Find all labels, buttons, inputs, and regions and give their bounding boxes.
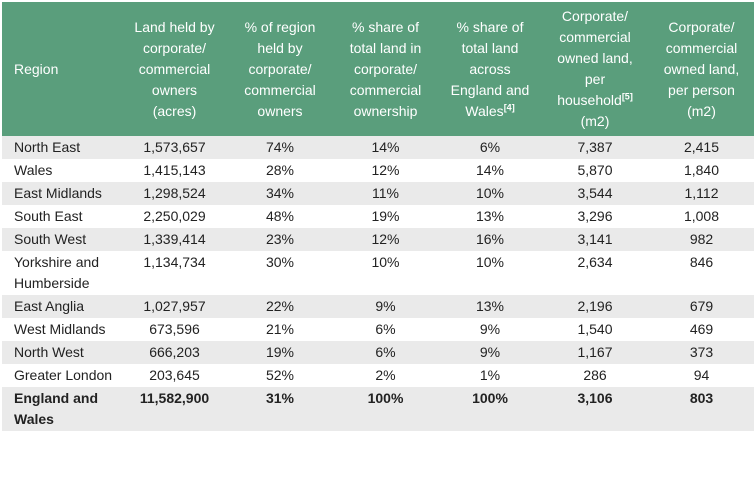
cell-pct-region: 21%	[228, 318, 332, 341]
table-row: West Midlands 673,596 21% 6% 9% 1,540 46…	[2, 318, 754, 341]
cell-acres: 1,298,524	[121, 182, 228, 205]
cell-per-household: 7,387	[541, 136, 649, 159]
cell-acres: 666,203	[121, 341, 228, 364]
cell-pct-region: 31%	[228, 387, 332, 431]
cell-per-household: 3,106	[541, 387, 649, 431]
cell-pct-region: 74%	[228, 136, 332, 159]
cell-pct-share: 100%	[332, 387, 439, 431]
header-pct-share: % share of total land in corporate/ comm…	[332, 2, 439, 136]
total-row: England and Wales 11,582,900 31% 100% 10…	[2, 387, 754, 431]
cell-per-household: 286	[541, 364, 649, 387]
cell-pct-england-wales: 100%	[439, 387, 541, 431]
cell-pct-region: 19%	[228, 341, 332, 364]
table-row: East Anglia 1,027,957 22% 9% 13% 2,196 6…	[2, 295, 754, 318]
cell-pct-england-wales: 13%	[439, 295, 541, 318]
cell-per-household: 5,870	[541, 159, 649, 182]
cell-pct-england-wales: 9%	[439, 341, 541, 364]
cell-acres: 1,027,957	[121, 295, 228, 318]
cell-per-person: 2,415	[649, 136, 754, 159]
cell-pct-region: 30%	[228, 251, 332, 295]
header-acres: Land held by corporate/ commercial owner…	[121, 2, 228, 136]
cell-region: Greater London	[2, 364, 121, 387]
cell-per-person: 846	[649, 251, 754, 295]
cell-pct-share: 12%	[332, 159, 439, 182]
cell-region: West Midlands	[2, 318, 121, 341]
cell-pct-england-wales: 16%	[439, 228, 541, 251]
table-row: Greater London 203,645 52% 2% 1% 286 94	[2, 364, 754, 387]
cell-acres: 1,415,143	[121, 159, 228, 182]
cell-acres: 203,645	[121, 364, 228, 387]
cell-pct-england-wales: 10%	[439, 251, 541, 295]
cell-acres: 1,339,414	[121, 228, 228, 251]
cell-per-household: 2,634	[541, 251, 649, 295]
header-pct-region: % of region held by corporate/ commercia…	[228, 2, 332, 136]
cell-pct-england-wales: 1%	[439, 364, 541, 387]
cell-acres: 11,582,900	[121, 387, 228, 431]
cell-pct-share: 11%	[332, 182, 439, 205]
header-per-household: Corporate/ commercial owned land, per ho…	[541, 2, 649, 136]
table-row: Yorkshire and Humberside 1,134,734 30% 1…	[2, 251, 754, 295]
cell-pct-england-wales: 13%	[439, 205, 541, 228]
cell-region: North East	[2, 136, 121, 159]
cell-pct-region: 48%	[228, 205, 332, 228]
cell-per-person: 469	[649, 318, 754, 341]
cell-per-person: 94	[649, 364, 754, 387]
cell-per-person: 1,112	[649, 182, 754, 205]
cell-pct-england-wales: 9%	[439, 318, 541, 341]
cell-region: North West	[2, 341, 121, 364]
cell-per-household: 3,141	[541, 228, 649, 251]
cell-pct-england-wales: 10%	[439, 182, 541, 205]
cell-per-household: 1,167	[541, 341, 649, 364]
cell-per-household: 3,544	[541, 182, 649, 205]
cell-region: South West	[2, 228, 121, 251]
cell-per-person: 373	[649, 341, 754, 364]
footnote-5: [5]	[621, 91, 633, 102]
cell-region: East Midlands	[2, 182, 121, 205]
cell-region: South East	[2, 205, 121, 228]
cell-pct-region: 22%	[228, 295, 332, 318]
cell-per-person: 1,840	[649, 159, 754, 182]
cell-per-person: 803	[649, 387, 754, 431]
cell-acres: 673,596	[121, 318, 228, 341]
table-row: South West 1,339,414 23% 12% 16% 3,141 9…	[2, 228, 754, 251]
cell-per-household: 2,196	[541, 295, 649, 318]
cell-pct-england-wales: 6%	[439, 136, 541, 159]
cell-pct-england-wales: 14%	[439, 159, 541, 182]
cell-region: Yorkshire and Humberside	[2, 251, 121, 295]
cell-acres: 2,250,029	[121, 205, 228, 228]
cell-region: England and Wales	[2, 387, 121, 431]
cell-pct-region: 23%	[228, 228, 332, 251]
table-row: East Midlands 1,298,524 34% 11% 10% 3,54…	[2, 182, 754, 205]
cell-region: East Anglia	[2, 295, 121, 318]
cell-acres: 1,134,734	[121, 251, 228, 295]
cell-region: Wales	[2, 159, 121, 182]
header-row: Region Land held by corporate/ commercia…	[2, 2, 754, 136]
cell-pct-share: 14%	[332, 136, 439, 159]
table-row: North West 666,203 19% 6% 9% 1,167 373	[2, 341, 754, 364]
cell-pct-region: 28%	[228, 159, 332, 182]
cell-pct-share: 9%	[332, 295, 439, 318]
cell-pct-share: 2%	[332, 364, 439, 387]
land-ownership-table: Region Land held by corporate/ commercia…	[2, 2, 754, 431]
cell-pct-region: 52%	[228, 364, 332, 387]
footnote-4: [4]	[503, 101, 515, 112]
cell-pct-share: 10%	[332, 251, 439, 295]
cell-per-household: 1,540	[541, 318, 649, 341]
cell-acres: 1,573,657	[121, 136, 228, 159]
table-row: South East 2,250,029 48% 19% 13% 3,296 1…	[2, 205, 754, 228]
cell-per-person: 982	[649, 228, 754, 251]
cell-per-person: 679	[649, 295, 754, 318]
cell-per-household: 3,296	[541, 205, 649, 228]
cell-pct-share: 12%	[332, 228, 439, 251]
header-pct-england-wales: % share of total land across England and…	[439, 2, 541, 136]
table-row: Wales 1,415,143 28% 12% 14% 5,870 1,840	[2, 159, 754, 182]
cell-pct-region: 34%	[228, 182, 332, 205]
cell-pct-share: 6%	[332, 341, 439, 364]
cell-pct-share: 19%	[332, 205, 439, 228]
header-per-person: Corporate/ commercial owned land, per pe…	[649, 2, 754, 136]
cell-per-person: 1,008	[649, 205, 754, 228]
header-region: Region	[2, 2, 121, 136]
table-row: North East 1,573,657 74% 14% 6% 7,387 2,…	[2, 136, 754, 159]
cell-pct-share: 6%	[332, 318, 439, 341]
